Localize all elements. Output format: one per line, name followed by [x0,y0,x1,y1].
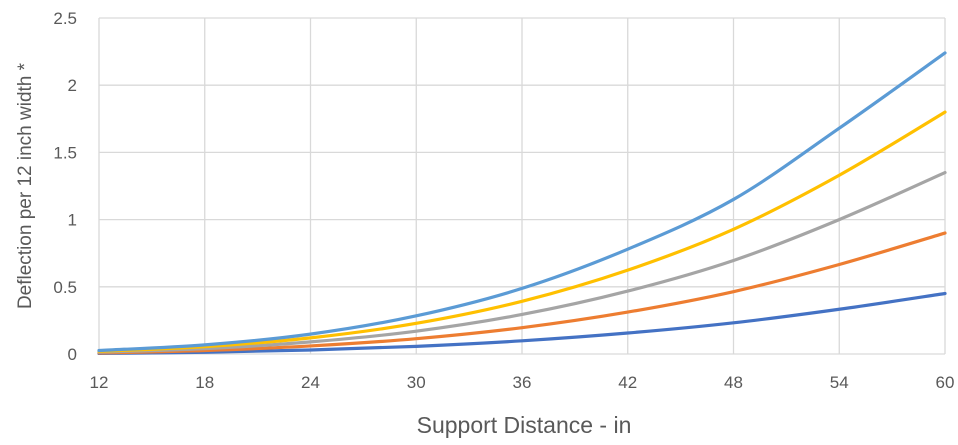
y-tick-label: 0 [68,345,77,364]
grid [98,17,946,355]
x-tick-label: 24 [301,373,320,392]
series-line-4 [97,231,947,355]
x-tick-label: 54 [830,373,849,392]
x-tick-label: 42 [618,373,637,392]
y-tick-label: 2 [68,76,77,95]
x-axis-tick-labels: 12 18 24 30 36 42 48 54 60 [90,373,955,392]
x-tick-label: 48 [724,373,743,392]
series-line-3 [97,170,947,354]
x-tick-label: 12 [90,373,109,392]
x-tick-label: 18 [195,373,214,392]
series-lines [97,51,947,356]
x-tick-label: 60 [936,373,955,392]
series-line-2 [97,110,947,353]
x-axis-title: Support Distance - in [417,412,632,438]
y-axis-title: Deflection per 12 inch width * [15,62,36,309]
y-tick-label: 2.5 [53,9,77,28]
series-line-1 [97,51,947,353]
y-tick-label: 0.5 [53,278,77,297]
y-tick-label: 1.5 [53,143,77,162]
x-tick-label: 36 [513,373,532,392]
y-axis-tick-labels: 0 0.5 1 1.5 2 2.5 [53,9,77,364]
series-line-5 [97,291,947,356]
x-tick-label: 30 [407,373,426,392]
y-tick-label: 1 [68,211,77,230]
